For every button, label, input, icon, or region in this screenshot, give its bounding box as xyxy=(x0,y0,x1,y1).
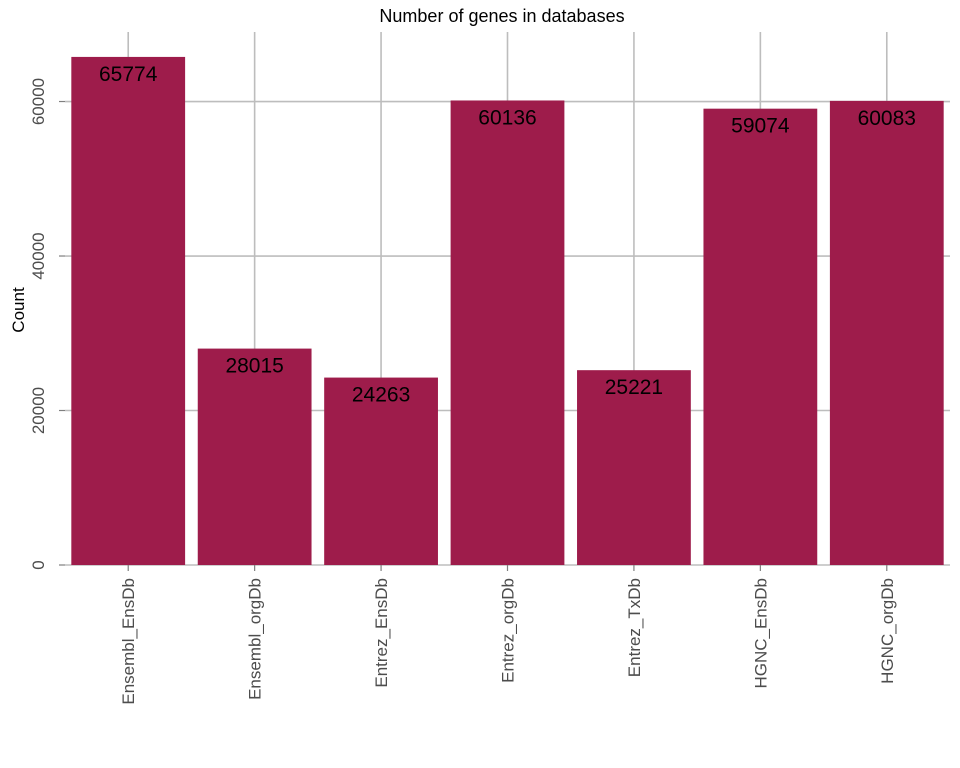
bar-entrez-orgdb xyxy=(450,100,565,565)
x-tick-label: Ensembl_orgDb xyxy=(246,578,265,700)
x-tick-label: HGNC_EnsDb xyxy=(751,578,770,689)
bar-entrez-ensdb xyxy=(324,377,438,565)
y-axis-label: Count xyxy=(9,287,28,333)
y-tick-label: 20000 xyxy=(29,387,48,434)
bar-value-label: 65774 xyxy=(99,63,158,86)
data-labels: 65774 28015 24263 60136 25221 59074 60083 xyxy=(99,63,916,407)
y-axis-ticks: 0 20000 40000 60000 xyxy=(29,78,65,570)
y-tick-label: 0 xyxy=(29,560,48,569)
bar-value-label: 28015 xyxy=(225,355,283,378)
x-tick-label: Entrez_orgDb xyxy=(499,578,518,683)
bar-value-label: 59074 xyxy=(731,115,790,138)
bar-hgnc-orgdb xyxy=(829,100,944,566)
bar-entrez-txdb xyxy=(577,370,691,565)
bar-value-label: 24263 xyxy=(352,384,410,407)
x-tick-label: Ensembl_EnsDb xyxy=(119,578,138,705)
x-tick-label: Entrez_EnsDb xyxy=(372,578,391,688)
bar-ensembl-orgdb xyxy=(197,348,312,565)
bar-value-label: 60083 xyxy=(858,107,916,130)
bar-value-label: 60136 xyxy=(478,106,536,129)
chart-title: Number of genes in databases xyxy=(379,6,624,26)
x-axis-ticks: Ensembl_EnsDb Ensembl_orgDb Entrez_EnsDb En… xyxy=(119,565,897,705)
x-tick-label: Entrez_TxDb xyxy=(625,578,644,677)
bar-value-label: 25221 xyxy=(605,376,663,399)
bar-hgnc-ensdb xyxy=(703,108,818,566)
bar-ensembl-ensdb xyxy=(71,56,186,566)
x-tick-label: HGNC_orgDb xyxy=(878,578,897,684)
y-tick-label: 40000 xyxy=(29,232,48,279)
bars xyxy=(71,56,944,566)
y-tick-label: 60000 xyxy=(29,78,48,125)
